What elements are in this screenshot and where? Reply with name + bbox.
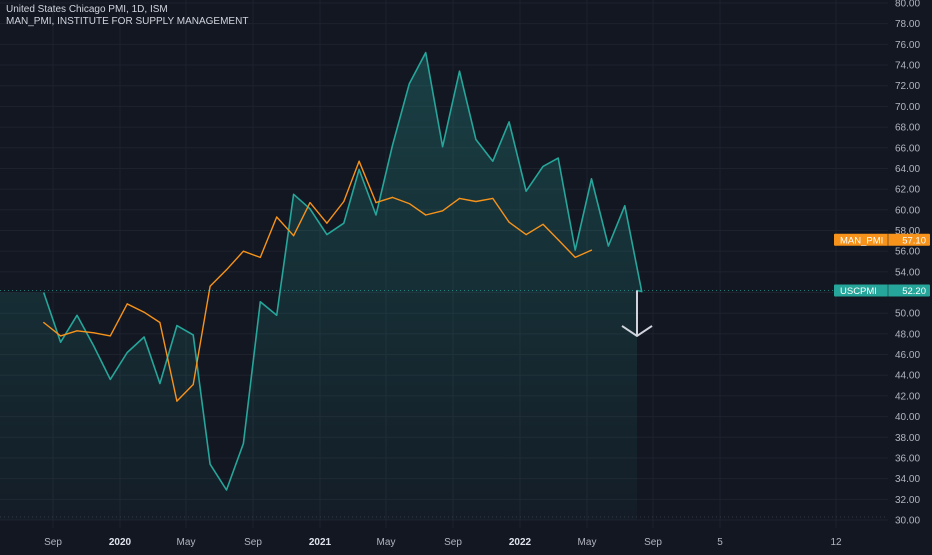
- data-point-MAN_PMI: [408, 203, 410, 205]
- y-tick-label: 80.00: [895, 0, 920, 10]
- series-line-MAN_PMI: [43, 160, 592, 402]
- x-tick-label: Sep: [444, 537, 462, 548]
- y-tick-label: 40.00: [895, 412, 920, 423]
- annotation-layer: [621, 290, 653, 337]
- data-point-MAN_PMI: [259, 256, 261, 258]
- y-tick-label: 44.00: [895, 371, 920, 382]
- line-layer: [42, 51, 643, 491]
- y-tick-label: 74.00: [895, 61, 920, 72]
- data-point-MAN_PMI: [176, 400, 178, 402]
- data-point-MAN_PMI: [309, 202, 311, 204]
- data-point-MAN_PMI: [508, 221, 510, 223]
- price-label-layer: MAN_PMI 57.10 USCPMI 52.20: [834, 233, 930, 297]
- data-point-MAN_PMI: [425, 214, 427, 216]
- y-tick-label: 42.00: [895, 391, 920, 402]
- data-point-MAN_PMI: [43, 321, 45, 324]
- data-point-MAN_PMI: [93, 332, 95, 334]
- data-point-MAN_PMI: [525, 234, 527, 236]
- data-point-MAN_PMI: [60, 335, 62, 337]
- price-tag-value: 52.20: [902, 286, 926, 297]
- x-tick-label: May: [578, 537, 597, 548]
- legend-main-symbol[interactable]: United States Chicago PMI, 1D, ISM: [6, 4, 168, 15]
- data-point-MAN_PMI: [326, 222, 328, 224]
- x-tick-label: 12: [830, 537, 842, 548]
- y-tick-label: 58.00: [895, 226, 920, 237]
- data-point-MAN_PMI: [492, 197, 494, 199]
- series-area-USCPMI: [0, 52, 642, 520]
- data-point-MAN_PMI: [442, 210, 444, 212]
- y-tick-label: 36.00: [895, 453, 920, 464]
- series-line-USCPMI: [42, 51, 643, 491]
- price-tag-MAN_PMI: [834, 233, 930, 246]
- data-point-MAN_PMI: [242, 250, 244, 252]
- data-point-MAN_PMI: [557, 239, 559, 241]
- y-tick-label: 66.00: [895, 143, 920, 154]
- data-point-MAN_PMI: [343, 200, 345, 203]
- y-tick-label: 50.00: [895, 309, 920, 320]
- y-tick-label: 60.00: [895, 205, 920, 216]
- data-point-USCPMI: [640, 290, 643, 293]
- data-point-MAN_PMI: [293, 235, 295, 237]
- arrow-head: [621, 325, 653, 337]
- data-point-MAN_PMI: [391, 196, 393, 198]
- y-tick-label: 38.00: [895, 433, 920, 444]
- price-tag-name: USCPMI: [840, 286, 877, 297]
- data-point-MAN_PMI: [475, 200, 477, 203]
- data-point-MAN_PMI: [375, 202, 377, 204]
- x-tick-label: 2021: [309, 537, 332, 548]
- x-tick-label: May: [177, 537, 196, 548]
- y-tick-label: 78.00: [895, 19, 920, 30]
- y-tick-label: 64.00: [895, 164, 920, 175]
- price-tag-USCPMI: [834, 284, 930, 297]
- x-tick-label: 2020: [109, 537, 132, 548]
- data-point-MAN_PMI: [192, 383, 194, 386]
- data-point-MAN_PMI: [159, 321, 161, 324]
- y-tick-label: 76.00: [895, 40, 920, 51]
- price-axis[interactable]: 80.00 78.00 76.00 74.00 72.00 70.00 68.00 66.00…: [888, 0, 932, 550]
- data-point-MAN_PMI: [574, 256, 576, 258]
- data-point-MAN_PMI: [109, 335, 111, 337]
- reference-line-layer: [0, 289, 888, 518]
- time-axis[interactable]: Sep 2020 May Sep 2021 May Sep 2022 May Sep 5 12: [44, 537, 842, 548]
- data-point-MAN_PMI: [276, 216, 278, 218]
- x-tick-label: 2022: [509, 537, 532, 548]
- data-point-MAN_PMI: [76, 330, 78, 332]
- data-point-MAN_PMI: [209, 285, 211, 287]
- x-tick-label: 5: [717, 537, 723, 548]
- y-tick-label: 34.00: [895, 474, 920, 485]
- data-point-MAN_PMI: [458, 197, 461, 199]
- y-tick-label: 48.00: [895, 329, 920, 340]
- x-tick-label: Sep: [44, 537, 62, 548]
- y-tick-label: 32.00: [895, 495, 920, 506]
- y-tick-label: 56.00: [895, 247, 920, 258]
- y-tick-label: 46.00: [895, 350, 920, 361]
- area-layer: [0, 52, 642, 520]
- data-point-MAN_PMI: [358, 160, 360, 162]
- y-tick-label: 30.00: [895, 516, 920, 527]
- price-tag-value: 57.10: [902, 235, 926, 246]
- y-tick-label: 72.00: [895, 81, 920, 92]
- y-tick-label: 54.00: [895, 267, 920, 278]
- x-tick-label: Sep: [644, 537, 662, 548]
- x-tick-label: May: [377, 537, 396, 548]
- y-tick-label: 70.00: [895, 102, 920, 113]
- legend-secondary-symbol[interactable]: MAN_PMI, INSTITUTE FOR SUPPLY MANAGEMENT: [6, 16, 249, 27]
- data-point-MAN_PMI: [225, 269, 228, 271]
- y-tick-label: 62.00: [895, 185, 920, 196]
- x-tick-label: Sep: [244, 537, 262, 548]
- data-point-MAN_PMI: [143, 311, 145, 313]
- data-point-MAN_PMI: [542, 223, 544, 225]
- data-point-MAN_PMI: [590, 249, 593, 251]
- data-point-MAN_PMI: [126, 303, 128, 305]
- y-tick-label: 68.00: [895, 123, 920, 134]
- price-tag-name: MAN_PMI: [840, 235, 883, 246]
- chart-legend: United States Chicago PMI, 1D, ISM MAN_P…: [6, 4, 248, 28]
